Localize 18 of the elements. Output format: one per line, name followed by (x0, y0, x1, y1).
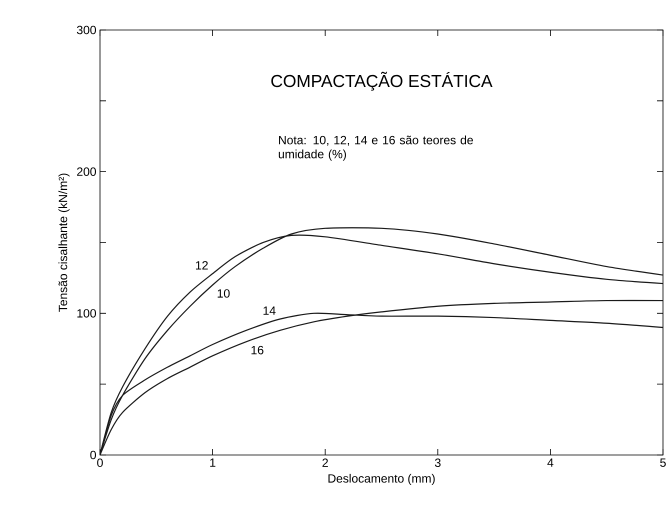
x-tick-label: 0 (97, 458, 103, 468)
x-tick-label: 3 (434, 458, 441, 468)
x-tick-label: 1 (210, 458, 216, 467)
series-label: 16 (251, 346, 264, 354)
x-tick-label: 4 (547, 458, 554, 467)
x-tick-label: 5 (660, 458, 666, 467)
annotation: Nota: 10, 12, 14 e 16 são teores de umidade (%) (278, 136, 473, 161)
series-label: 10 (218, 289, 230, 298)
text: COMPACTAÇÃO ESTÁTICA (271, 72, 493, 91)
y-tick-label: 100 (77, 309, 96, 318)
series-label: 14 (264, 306, 276, 315)
y-tick-label: 200 (77, 167, 96, 176)
y-axis-title: Tensão cisalhante (kN/m²) (58, 174, 70, 312)
y-tick-label: 300 (76, 26, 96, 34)
series-label: 12 (196, 261, 208, 270)
x-tick-label: 2 (322, 458, 328, 467)
y-tick-label: 0 (90, 450, 96, 460)
x-axis-title: Deslocamento (mm) (328, 474, 435, 486)
